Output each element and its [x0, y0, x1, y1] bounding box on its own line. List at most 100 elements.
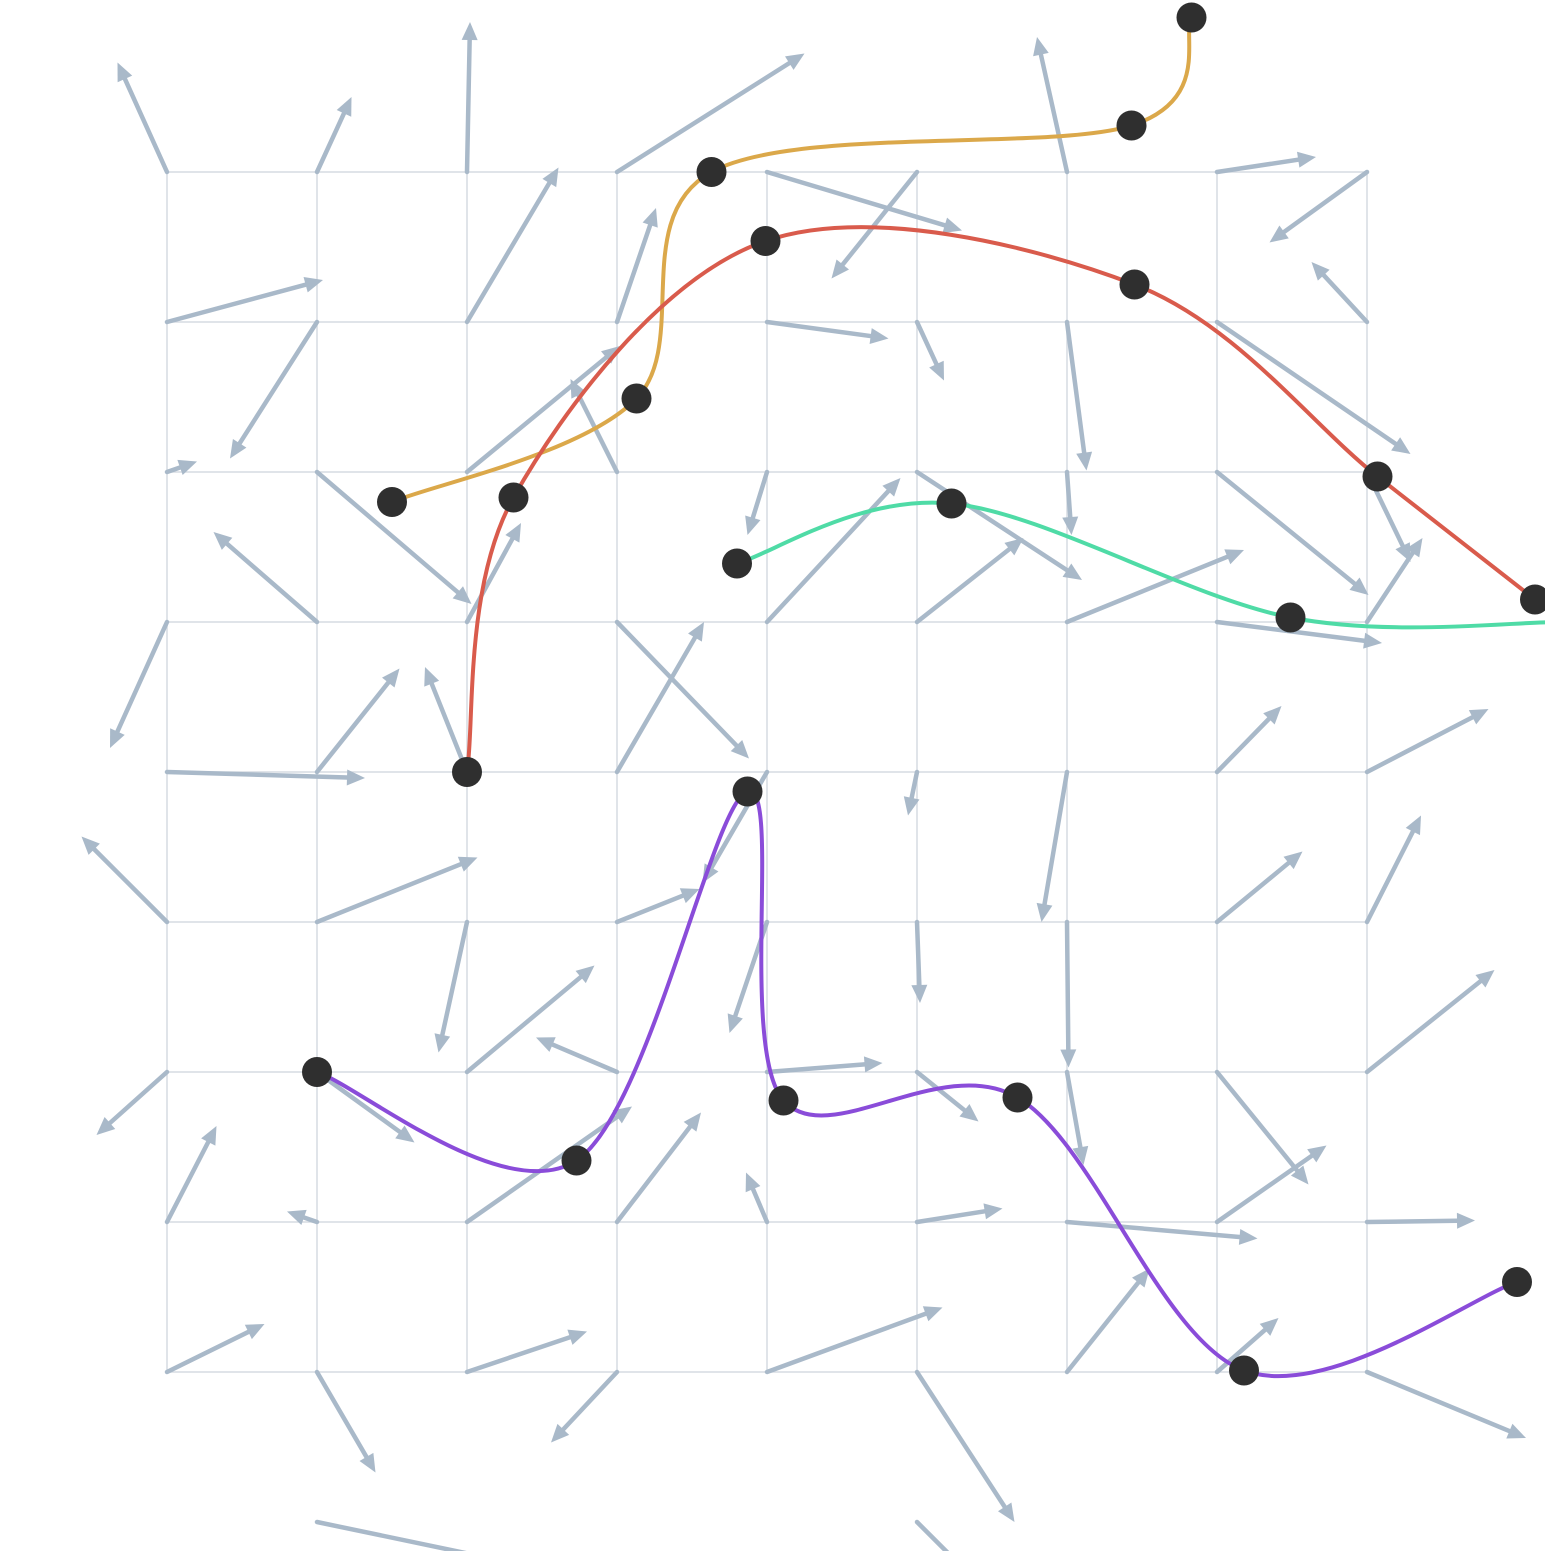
- arrow-shaft: [1064, 1069, 1083, 1150]
- control-point: [1275, 602, 1306, 633]
- vector-arrow: [164, 459, 197, 475]
- arrow-shaft: [1214, 157, 1301, 175]
- vector-arrow: [1364, 1369, 1526, 1439]
- arrow-head: [1033, 37, 1049, 57]
- arrow-shaft: [764, 1311, 928, 1375]
- vector-arrow: [110, 619, 170, 748]
- arrow-head: [1391, 437, 1411, 454]
- arrow-head: [542, 167, 559, 188]
- arrow-shaft: [914, 469, 1070, 573]
- vector-arrow: [764, 1056, 883, 1075]
- control-point: [750, 226, 781, 256]
- arrow-shaft: [301, 1215, 320, 1225]
- vector-arrow: [745, 469, 770, 535]
- arrow-shaft: [1321, 272, 1370, 325]
- vector-arrow: [614, 622, 704, 775]
- control-point: [936, 488, 967, 519]
- arrow-shaft: [909, 769, 920, 801]
- vector-arrow: [1214, 1318, 1279, 1375]
- vector-arrow: [164, 276, 323, 325]
- arrow-head: [942, 217, 962, 233]
- vector-arrow: [314, 856, 478, 925]
- arrow-shaft: [314, 469, 461, 595]
- vector-arrow: [164, 769, 365, 786]
- vector-arrow: [914, 1069, 979, 1122]
- arrow-shaft: [314, 1519, 467, 1551]
- arrow-head: [395, 1125, 415, 1143]
- control-point: [1520, 584, 1545, 615]
- arrow-shaft: [1364, 978, 1483, 1075]
- arrow-head: [505, 523, 521, 543]
- vector-arrow: [551, 1369, 620, 1443]
- arrow-head: [1307, 1145, 1327, 1163]
- vector-arrow: [1064, 319, 1093, 471]
- arrow-shaft: [764, 169, 948, 228]
- arrow-shaft: [1281, 169, 1370, 235]
- arrow-shaft: [464, 536, 515, 625]
- vector-arrow: [164, 1324, 265, 1375]
- arrow-shaft: [764, 319, 873, 339]
- arrow-shaft: [164, 1139, 211, 1225]
- vector-arrow: [314, 668, 400, 775]
- arrow-head: [575, 965, 595, 984]
- vector-arrow: [1269, 169, 1370, 243]
- arrow-head: [1224, 549, 1244, 565]
- arrow-shaft: [464, 974, 583, 1075]
- arrow-shaft: [614, 1124, 693, 1225]
- arrow-shaft: [1214, 1327, 1268, 1375]
- arrow-shaft: [1364, 715, 1475, 775]
- arrow-shaft: [464, 37, 472, 175]
- arrow-shaft: [1038, 52, 1070, 175]
- vector-arrow: [1214, 851, 1303, 925]
- arrow-head: [1036, 902, 1053, 922]
- arrow-head: [303, 276, 323, 293]
- arrow-shaft: [614, 635, 698, 775]
- arrow-head: [1238, 1228, 1258, 1245]
- arrow-head: [1363, 632, 1382, 649]
- arrow-shaft: [764, 1062, 867, 1075]
- control-point: [1119, 269, 1150, 300]
- vector-arrow: [314, 1519, 467, 1551]
- vector-arrow: [1033, 37, 1070, 175]
- arrow-shaft: [914, 1369, 1007, 1510]
- arrow-shaft: [237, 319, 320, 446]
- vector-arrow: [1214, 469, 1369, 595]
- vector-arrow: [903, 769, 920, 816]
- arrow-head: [287, 1209, 307, 1225]
- arrow-head: [1405, 538, 1423, 558]
- vector-arrow: [570, 379, 620, 475]
- control-point: [452, 757, 482, 787]
- arrow-shaft: [429, 681, 470, 775]
- vector-arrow: [464, 965, 595, 1075]
- vector-arrow: [1214, 151, 1316, 175]
- arrow-head: [1062, 563, 1082, 580]
- vector-arrow: [81, 836, 170, 925]
- arrow-head: [882, 478, 901, 497]
- arrow-head: [1395, 542, 1411, 562]
- vector-arrow: [1364, 709, 1489, 775]
- control-point: [302, 1057, 332, 1087]
- vector-arrow: [1036, 769, 1070, 922]
- arrow-head: [457, 856, 478, 872]
- arrow-head: [1004, 538, 1024, 556]
- control-point: [621, 383, 652, 414]
- vector-arrow: [314, 1069, 415, 1143]
- vector-arrow: [461, 22, 478, 175]
- arrow-shaft: [164, 1329, 251, 1375]
- vector-arrow: [914, 469, 1082, 580]
- vector-arrow: [1364, 1212, 1475, 1229]
- vector-arrow: [314, 97, 352, 175]
- arrow-head: [244, 1324, 265, 1340]
- arrow-shaft: [1064, 1280, 1141, 1375]
- arrow-shaft: [464, 180, 552, 325]
- vector-arrow: [911, 919, 928, 1003]
- arrow-shaft: [1364, 1218, 1460, 1225]
- arrow-shaft: [1064, 919, 1071, 1052]
- arrow-head: [359, 1452, 376, 1473]
- vector-arrow: [914, 319, 944, 381]
- vector-arrow: [464, 346, 620, 475]
- vector-arrow: [614, 208, 658, 325]
- vector-arrow: [117, 62, 170, 175]
- arrow-shaft: [314, 1069, 403, 1135]
- arrow-head: [1475, 970, 1495, 988]
